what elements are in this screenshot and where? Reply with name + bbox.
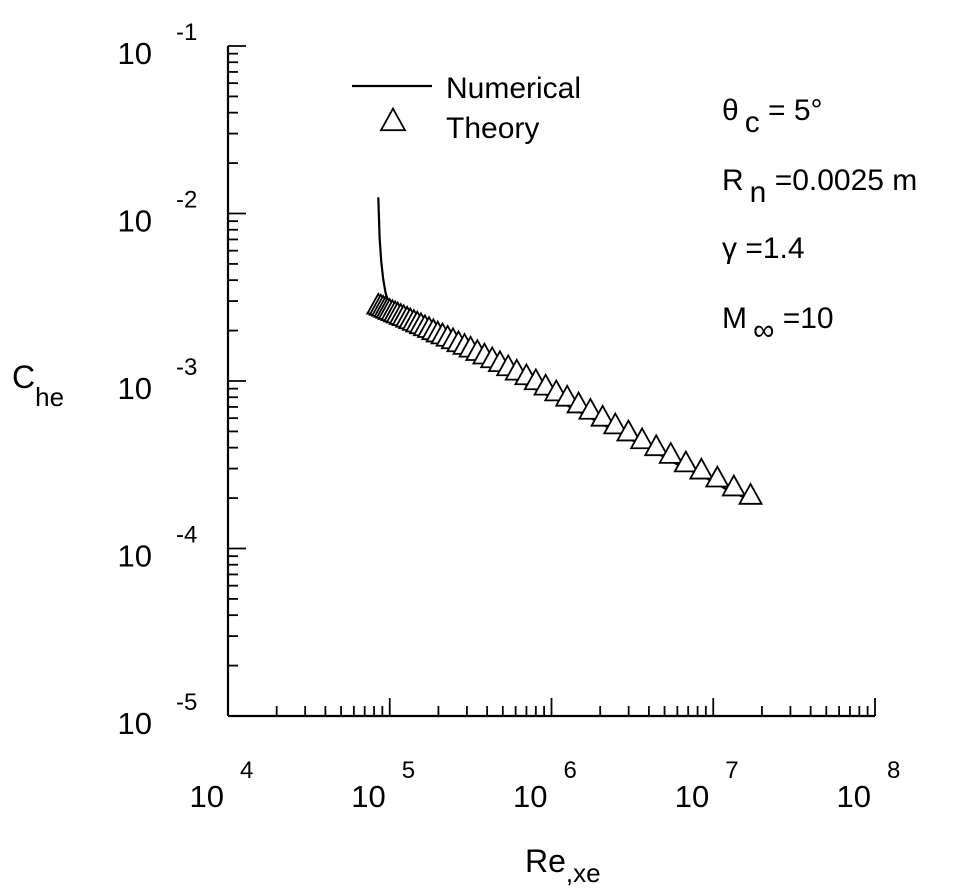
theory-data-point xyxy=(554,384,580,407)
theory-data-point xyxy=(688,456,714,480)
parameter-symbol: M xyxy=(722,302,747,335)
theory-data-point xyxy=(590,404,616,427)
y-axis-label: Che xyxy=(12,359,64,412)
theory-data-point xyxy=(704,464,730,488)
legend-label: Theory xyxy=(446,112,539,145)
theory-data-point xyxy=(602,411,628,435)
legend-label: Numerical xyxy=(446,72,581,105)
parameter-value: =0.0025 m xyxy=(766,164,917,197)
theory-data-point xyxy=(566,390,592,414)
parameter-annotation: M ∞ =10 xyxy=(722,302,834,347)
theory-data-point xyxy=(643,433,669,457)
x-tick-label-base: 10 xyxy=(351,779,385,814)
theory-data-point xyxy=(658,441,684,464)
theory-data-point xyxy=(615,418,641,442)
x-tick-label-exponent: 7 xyxy=(725,757,738,784)
y-axis-label-main: C xyxy=(12,359,35,395)
theory-data-point xyxy=(577,397,603,420)
parameter-subscript: c xyxy=(745,106,760,139)
x-tick-label-base: 10 xyxy=(837,779,871,814)
legend: Numerical Theory xyxy=(352,72,581,145)
y-tick-label-exponent: -5 xyxy=(176,689,197,716)
x-tick-label-exponent: 8 xyxy=(887,757,900,784)
parameter-annotation: γ =1.4 xyxy=(722,232,805,265)
x-tick-label-exponent: 5 xyxy=(402,757,415,784)
theory-data-point xyxy=(737,482,764,505)
theory-data-point xyxy=(673,449,699,473)
parameter-value: =1.4 xyxy=(737,232,805,265)
parameter-symbol: θ xyxy=(722,94,739,127)
y-tick-label-exponent: -3 xyxy=(176,354,197,381)
theory-data-point xyxy=(629,426,655,450)
tick-marks xyxy=(227,45,876,717)
x-tick-label-exponent: 4 xyxy=(240,757,253,784)
x-tick-label-base: 10 xyxy=(190,779,224,814)
y-tick-label-exponent: -1 xyxy=(176,19,197,46)
tick-labels: 10 4 10 5 10 6 10 7 10 8 10 -1 10 -2 10 -3 10 -4 10 -5 xyxy=(118,19,901,814)
y-axis-label-sub: he xyxy=(35,382,64,412)
parameter-symbol: R xyxy=(722,164,744,197)
y-tick-label-base: 10 xyxy=(118,539,152,574)
parameter-value: = 5° xyxy=(760,94,823,127)
data-series xyxy=(365,197,764,505)
y-tick-label-base: 10 xyxy=(118,204,152,239)
numerical-series-line xyxy=(377,197,758,505)
theory-data-point xyxy=(721,473,747,497)
parameter-subscript: n xyxy=(750,176,767,209)
parameter-symbol: γ xyxy=(722,232,737,265)
y-tick-label-base: 10 xyxy=(118,36,152,71)
x-axis-label-sub: ,xe xyxy=(566,858,601,888)
x-tick-label-base: 10 xyxy=(675,779,709,814)
x-tick-label-base: 10 xyxy=(513,779,547,814)
parameter-value: =10 xyxy=(774,302,833,335)
x-tick-label-exponent: 6 xyxy=(564,757,577,784)
axes xyxy=(226,46,875,718)
y-tick-label-exponent: -2 xyxy=(176,187,197,214)
x-axis-label: Re,xe xyxy=(525,843,601,888)
y-tick-label-base: 10 xyxy=(118,706,152,741)
legend-triangle-swatch xyxy=(379,106,407,132)
y-tick-label-base: 10 xyxy=(118,371,152,406)
y-tick-label-exponent: -4 xyxy=(176,522,197,549)
parameter-subscript: ∞ xyxy=(753,314,774,347)
x-axis-label-main: Re xyxy=(525,843,566,879)
